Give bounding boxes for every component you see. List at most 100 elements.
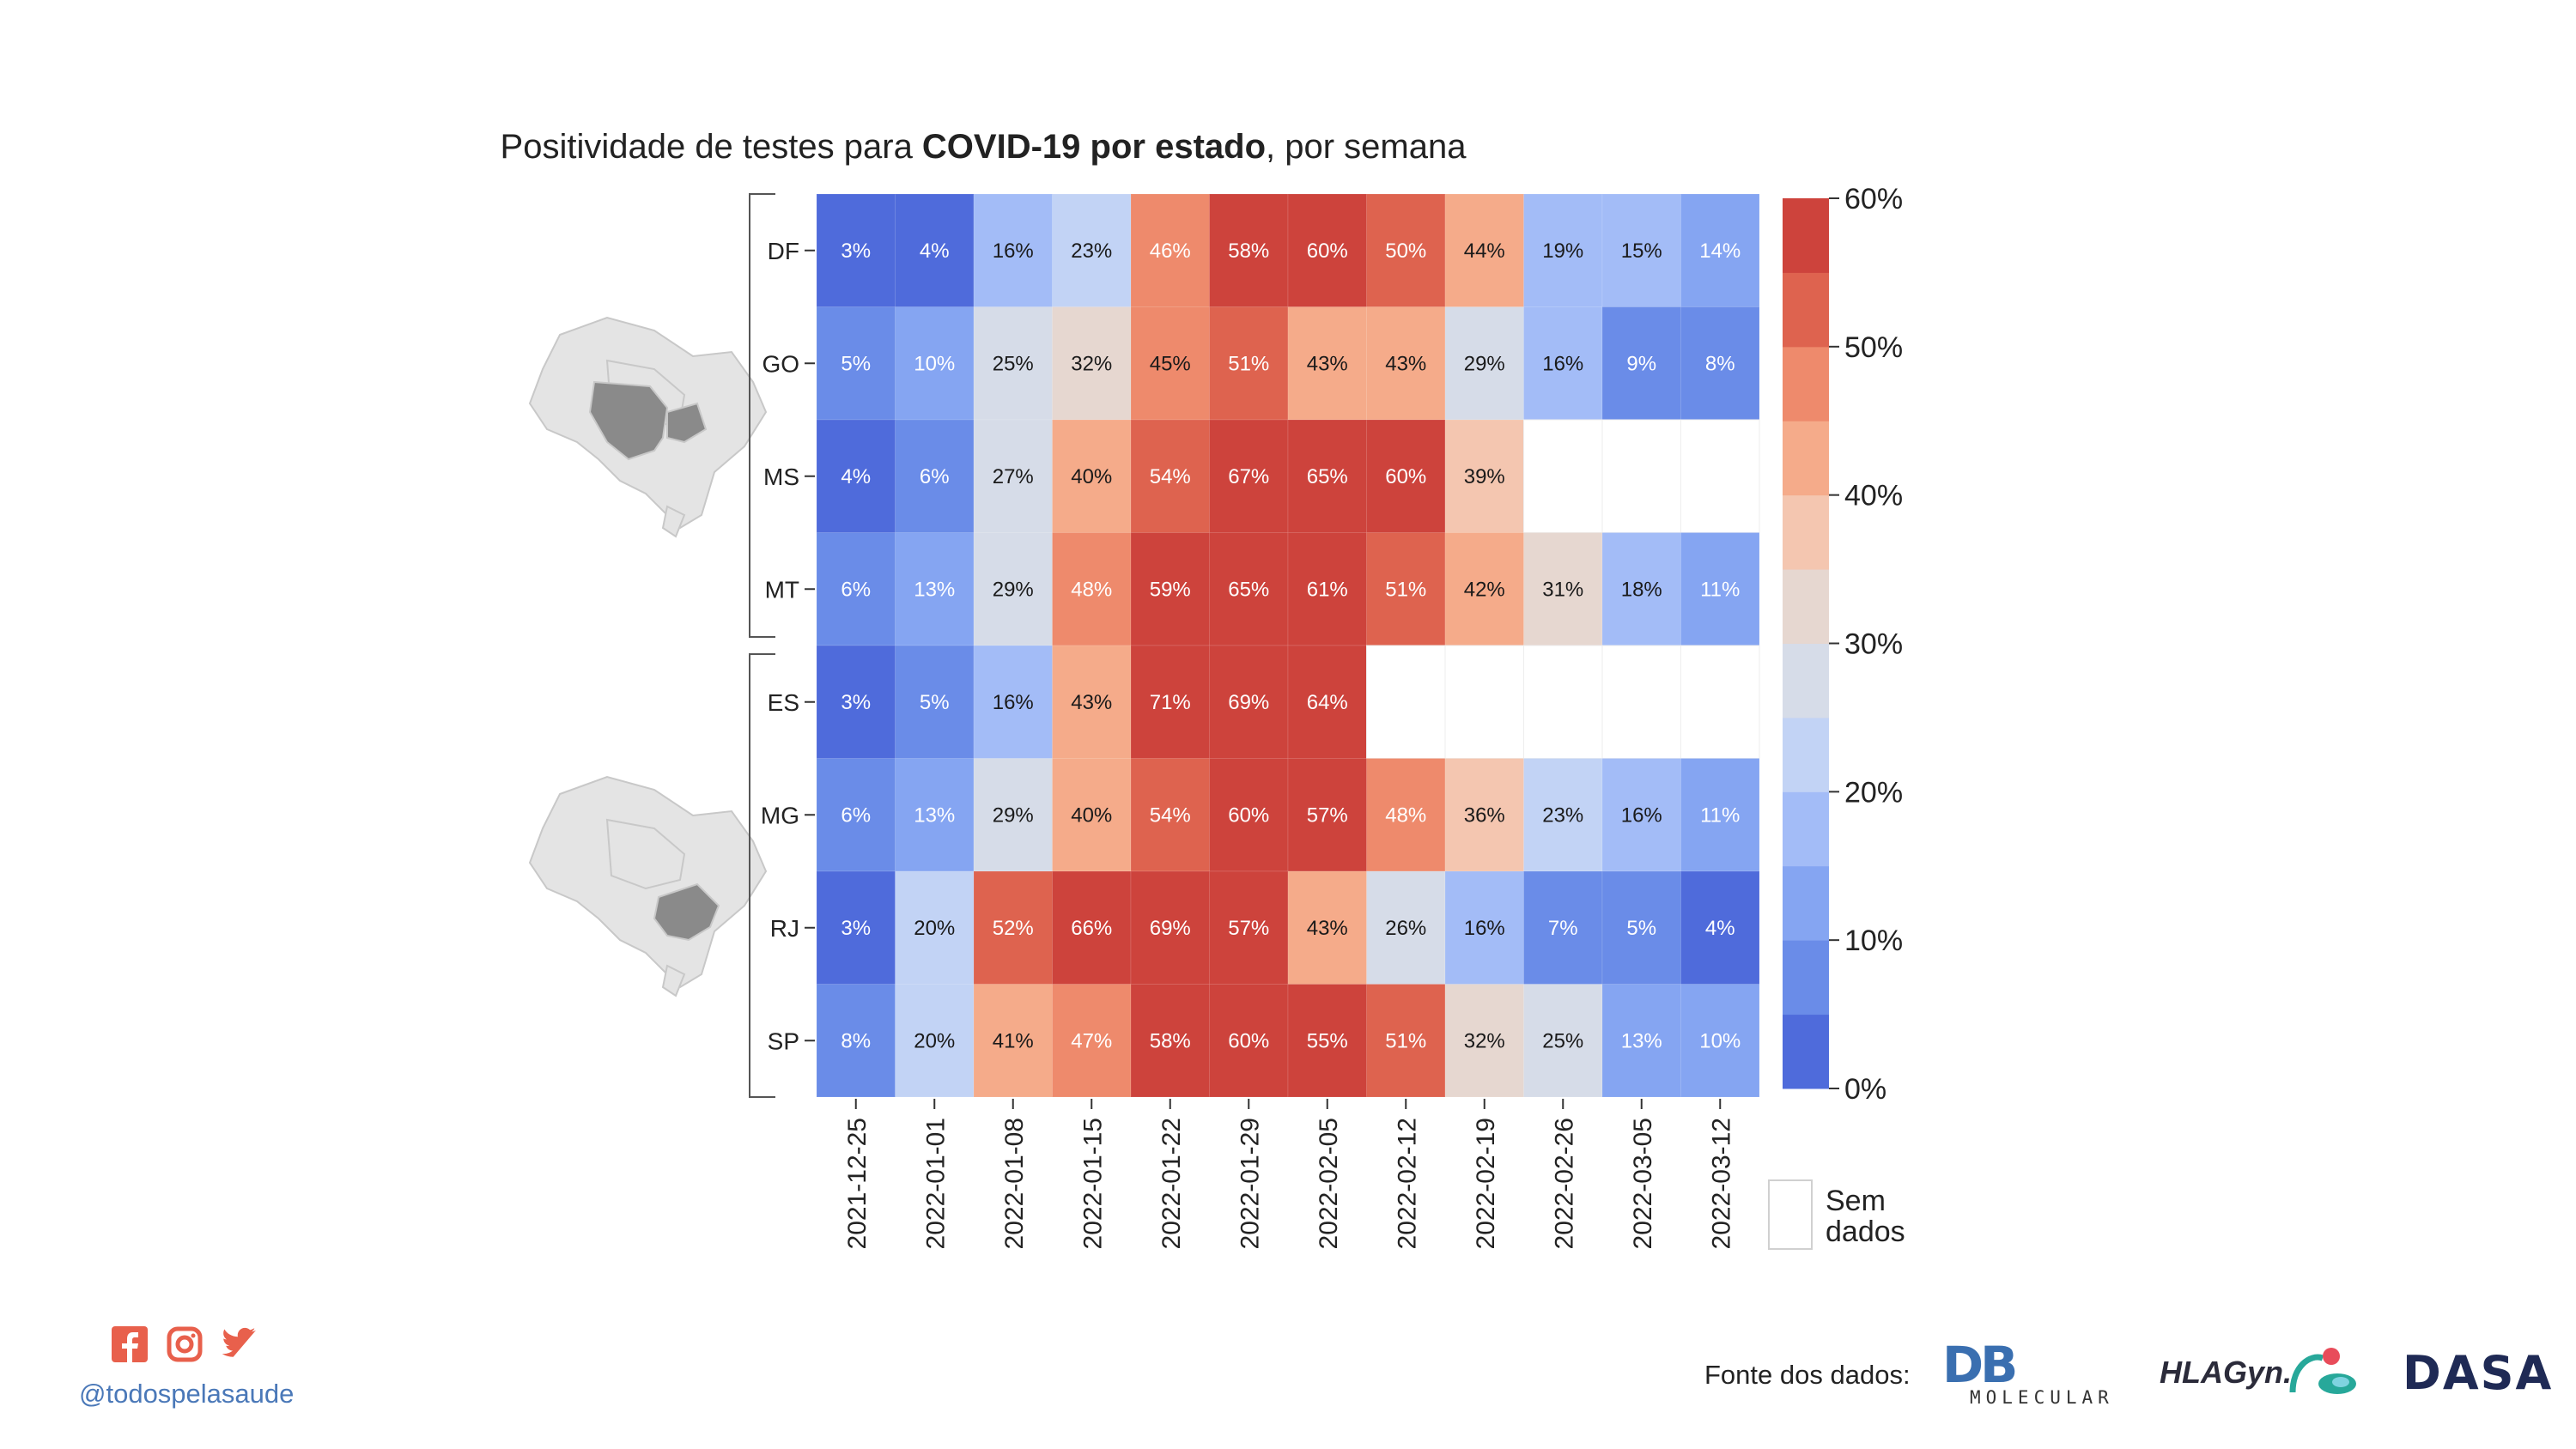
heatmap-cell <box>973 870 1053 985</box>
chart-title: Positividade de testes para COVID-19 por… <box>501 128 1467 166</box>
heatmap-cell <box>895 193 975 307</box>
cell-value-label: 65% <box>1228 578 1269 601</box>
heatmap-cell <box>1601 758 1681 872</box>
group-bracket <box>749 193 775 638</box>
cell-value-label: 41% <box>993 1029 1034 1052</box>
cell-value-label: 23% <box>1071 239 1112 263</box>
group-brackets <box>749 193 775 1098</box>
colorbar-segment <box>1783 494 1829 570</box>
heatmap-cell <box>1130 984 1210 1098</box>
heatmap-cell <box>1601 306 1681 421</box>
colorbar-tick-label: 40% <box>1844 480 1903 512</box>
no-data-label-line2: dados <box>1826 1216 1905 1248</box>
heatmap-cell <box>1130 758 1210 872</box>
cell-value-label: 16% <box>1621 803 1662 827</box>
heatmap-cell <box>1209 306 1289 421</box>
no-data-legend: Sem dados <box>1768 1179 1905 1250</box>
instagram-icon[interactable] <box>167 1326 203 1362</box>
cell-value-label: 13% <box>914 578 955 601</box>
colorbar-segment <box>1783 346 1829 421</box>
heatmap-cell <box>1366 306 1446 421</box>
cell-value-label: 43% <box>1307 917 1348 940</box>
column-label: 2022-02-26 <box>1550 1118 1578 1249</box>
cell-value-label: 60% <box>1228 1029 1269 1052</box>
heatmap-cell <box>1209 419 1289 533</box>
heatmap-cell <box>1680 532 1760 646</box>
colorbar-segment <box>1783 865 1829 941</box>
cell-value-label: 19% <box>1542 239 1583 263</box>
dasa-logo: DASA <box>2403 1346 2554 1400</box>
brazil-map-sudeste-icon <box>528 775 768 997</box>
heatmap-cell <box>1444 306 1524 421</box>
cell-value-label: 15% <box>1621 239 1662 263</box>
cell-value-label: 43% <box>1385 352 1426 375</box>
heatmap-cell <box>1366 984 1446 1098</box>
heatmap-cell <box>1130 419 1210 533</box>
cell-value-label: 6% <box>920 465 950 488</box>
cell-value-label: 29% <box>993 578 1034 601</box>
cell-value-label: 13% <box>1621 1029 1662 1052</box>
colorbar-tick-label: 60% <box>1844 183 1903 215</box>
db-molecular-logo: DB MOLECULAR <box>1942 1332 2131 1418</box>
cell-value-label: 40% <box>1071 803 1112 827</box>
heatmap-cell <box>816 645 896 759</box>
colorbar-tick-label: 0% <box>1844 1073 1886 1106</box>
cell-value-label: 58% <box>1150 1029 1191 1052</box>
cell-value-label: 3% <box>841 917 871 940</box>
colorbar-tick-label: 10% <box>1844 925 1903 957</box>
cell-value-label: 54% <box>1150 803 1191 827</box>
brazil-map-centro-oeste-icon <box>528 316 768 538</box>
cell-value-label: 57% <box>1228 917 1269 940</box>
cell-value-label: 11% <box>1700 803 1740 827</box>
cell-value-label: 6% <box>841 803 871 827</box>
social-handle[interactable]: @todospelasaude <box>79 1379 295 1409</box>
row-label-sp: SP <box>768 1028 799 1054</box>
cell-value-label: 9% <box>1626 352 1656 375</box>
heatmap-cell <box>973 193 1053 307</box>
heatmap-cell <box>1444 532 1524 646</box>
heatmap-cell <box>895 758 975 872</box>
heatmap-cell <box>1680 984 1760 1098</box>
heatmap-cell <box>973 645 1053 759</box>
heatmap-cell <box>1601 193 1681 307</box>
cell-value-label: 14% <box>1699 239 1741 263</box>
cell-value-label: 16% <box>993 691 1034 714</box>
column-label: 2022-01-15 <box>1078 1118 1107 1249</box>
cell-value-label: 64% <box>1307 691 1348 714</box>
heatmap-cell <box>1287 419 1367 533</box>
cell-value-label: 45% <box>1150 352 1191 375</box>
social-links <box>112 1326 258 1362</box>
heatmap-cell <box>1130 532 1210 646</box>
twitter-icon[interactable] <box>222 1326 258 1362</box>
row-label-df: DF <box>768 238 799 264</box>
colorbar-segment <box>1783 1014 1829 1089</box>
heatmap-cell <box>1523 645 1603 759</box>
cell-value-label: 69% <box>1150 917 1191 940</box>
cell-value-label: 69% <box>1228 691 1269 714</box>
heatmap-cell <box>1052 193 1132 307</box>
facebook-icon[interactable] <box>112 1326 148 1362</box>
cell-value-label: 10% <box>1699 1029 1741 1052</box>
heatmap-cell <box>1523 193 1603 307</box>
cell-value-label: 51% <box>1228 352 1269 375</box>
column-label: 2022-03-05 <box>1629 1118 1657 1249</box>
cell-value-label: 59% <box>1150 578 1191 601</box>
cell-value-label: 47% <box>1071 1029 1112 1052</box>
cell-value-label: 3% <box>841 239 871 263</box>
cell-value-label: 43% <box>1071 691 1112 714</box>
cell-value-label: 43% <box>1307 352 1348 375</box>
chart-title-part1: Positividade de testes para <box>501 128 922 166</box>
heatmap-cell <box>1523 419 1603 533</box>
colorbar-tick-label: 20% <box>1844 776 1903 809</box>
row-label-es: ES <box>768 689 799 716</box>
column-label: 2022-01-22 <box>1157 1118 1186 1249</box>
cell-value-label: 57% <box>1307 803 1348 827</box>
heatmap-cell <box>973 984 1053 1098</box>
cell-value-label: 46% <box>1150 239 1191 263</box>
heatmap-cell <box>1680 306 1760 421</box>
cell-value-label: 40% <box>1071 465 1112 488</box>
heatmap-cell <box>1287 984 1367 1098</box>
cell-value-label: 10% <box>914 352 955 375</box>
colorbar-segment <box>1783 421 1829 496</box>
column-label: 2022-01-08 <box>1000 1118 1029 1249</box>
